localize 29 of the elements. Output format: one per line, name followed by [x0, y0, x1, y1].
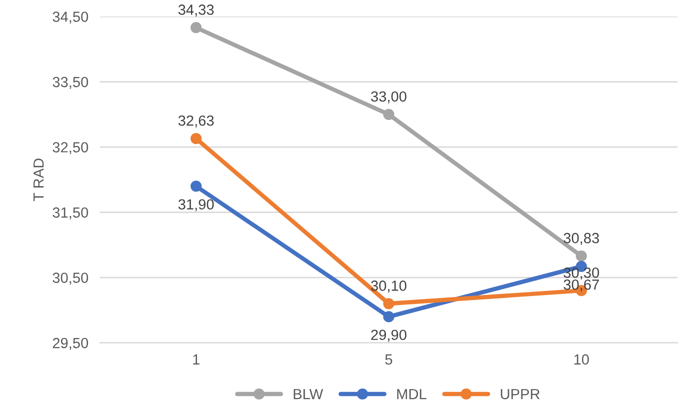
x-tick-label: 1: [193, 354, 200, 364]
data-label: 29,90: [371, 330, 406, 342]
point: [190, 180, 202, 192]
y-tick-label: 32,50: [52, 142, 88, 154]
legend-label: MDL: [397, 389, 426, 400]
point: [383, 298, 394, 310]
point: [190, 132, 202, 144]
y-tick-label: 30,50: [52, 272, 88, 285]
x-tick-label: 10: [574, 354, 589, 365]
legend-label: BLW: [294, 389, 324, 400]
y-tick-label: 31,50: [52, 207, 88, 220]
data-label: 31,90: [178, 199, 214, 212]
point: [383, 108, 394, 120]
point: [383, 311, 394, 322]
data-label: 34,33: [178, 4, 214, 17]
y-tick-label: 29,50: [52, 338, 88, 350]
data-label: 30,67: [564, 279, 599, 292]
y-tick-label: 33,50: [52, 76, 88, 89]
legend-label: UPPR: [500, 389, 540, 400]
data-label: 30,30: [564, 268, 600, 280]
y-axis-title: T RAD: [34, 158, 44, 202]
x-tick-label: 5: [385, 354, 392, 365]
data-label: 30,10: [371, 280, 406, 293]
point: [576, 250, 587, 262]
data-label: 33,00: [371, 91, 406, 104]
data-label: 30,83: [564, 232, 599, 245]
point: [190, 22, 202, 34]
y-tick-label: 34,50: [52, 12, 88, 24]
data-label: 32,63: [178, 115, 214, 128]
